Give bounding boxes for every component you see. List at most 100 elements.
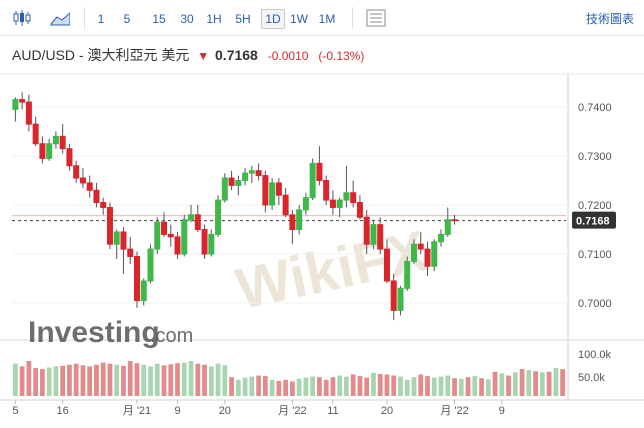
volume-axis-label: 100.0k: [578, 349, 612, 361]
volume-bar: [506, 375, 511, 396]
candle-body: [248, 170, 255, 174]
price-axis-label: 0.7200: [578, 200, 612, 212]
volume-bar: [195, 363, 201, 396]
timeframe-15[interactable]: 15: [152, 12, 166, 26]
candle-body: [377, 224, 384, 250]
time-axis-label: 5: [12, 405, 18, 417]
volume-bar: [344, 376, 349, 396]
candle-body: [370, 224, 377, 245]
volume-bar: [202, 364, 207, 396]
timeframe-1w[interactable]: 1W: [290, 12, 308, 26]
candle-body: [444, 219, 451, 235]
volume-bar: [60, 365, 66, 396]
candle-body: [390, 280, 397, 311]
candlestick-type-icon[interactable]: [12, 9, 32, 27]
candle-body: [356, 202, 363, 218]
timeframe-1[interactable]: 1: [97, 12, 105, 26]
volume-bar: [519, 369, 525, 396]
volume-bar: [357, 376, 363, 396]
volume-bar: [526, 370, 532, 396]
price-change: -0.0010: [267, 49, 309, 63]
volume-bar: [121, 365, 126, 396]
candle-body: [86, 182, 93, 191]
candle-body: [282, 194, 289, 216]
time-axis-label: 20: [381, 405, 393, 417]
volume-bar: [53, 366, 59, 396]
down-arrow-icon: ▼: [197, 49, 210, 63]
candle-body: [262, 175, 269, 206]
price-axis-label: 0.7100: [578, 249, 612, 261]
timeframe-1h[interactable]: 1H: [206, 12, 222, 26]
candle-body: [228, 177, 235, 186]
volume-bar: [154, 363, 160, 396]
timeframe-5h[interactable]: 5H: [235, 12, 251, 26]
chart-toolbar: 1 5 15 30 1H 5H 1D 1W 1M 技術圖表: [0, 0, 644, 36]
volume-bar: [269, 379, 275, 396]
candle-body: [93, 189, 100, 204]
candle-body: [451, 219, 458, 222]
candle-body: [73, 165, 80, 179]
volume-bar: [384, 374, 390, 396]
timeframe-1m[interactable]: 1M: [318, 12, 336, 26]
candle-body: [350, 192, 357, 204]
volume-bar: [377, 373, 383, 396]
volume-bar: [87, 366, 93, 396]
candle-body: [289, 214, 296, 231]
volume-bar: [458, 378, 464, 396]
chart-panel-icon[interactable]: [366, 9, 386, 27]
candle-body: [39, 143, 46, 159]
candle-body: [59, 135, 66, 150]
volume-bar: [303, 377, 309, 396]
candle-body: [424, 248, 431, 267]
timeframe-5[interactable]: 5: [123, 12, 131, 26]
volume-bar: [235, 379, 241, 396]
volume-bar: [19, 366, 25, 396]
volume-bar: [262, 376, 268, 396]
volume-bar: [175, 363, 180, 396]
volume-bar: [391, 375, 397, 396]
candle-body: [133, 255, 140, 302]
price-axis-label: 0.7400: [578, 102, 612, 114]
candle-body: [296, 209, 303, 231]
current-price-tag: [572, 211, 616, 229]
volume-bar: [431, 377, 437, 396]
volume-bar: [80, 365, 86, 396]
time-axis-label: 9: [174, 405, 180, 417]
volume-bar: [310, 376, 316, 396]
quote-header: AUD/USD - 澳大利亞元 美元 ▼ 0.7168 -0.0010 (-0.…: [12, 45, 364, 65]
candle-body: [174, 236, 181, 255]
area-chart-type-icon[interactable]: [50, 9, 70, 27]
candle-body: [194, 214, 201, 231]
volume-bar: [330, 377, 336, 396]
time-axis-label: 16: [57, 405, 69, 417]
candle-body: [208, 233, 215, 255]
candle-body: [147, 248, 154, 282]
candle-body: [275, 182, 282, 196]
volume-bar: [229, 377, 234, 396]
candle-body: [235, 179, 242, 186]
candle-body: [46, 143, 53, 159]
volume-bar: [40, 369, 45, 396]
volume-bar: [181, 362, 187, 396]
time-axis-label: 月 '22: [278, 405, 306, 417]
volume-bar: [411, 377, 417, 396]
price-axis-label: 0.7300: [578, 151, 612, 163]
candle-body: [100, 202, 107, 208]
tech-chart-link[interactable]: 技術圖表: [585, 12, 634, 26]
volume-bar: [465, 377, 471, 396]
candle-body: [323, 179, 330, 201]
candle-body: [79, 177, 86, 184]
candle-body: [404, 260, 411, 289]
price-change-percent: (-0.13%): [318, 49, 365, 63]
timeframe-30[interactable]: 30: [180, 12, 194, 26]
volume-bar: [296, 378, 302, 396]
candle-body: [181, 219, 188, 255]
candle-body: [397, 287, 404, 311]
volume-bar: [337, 375, 343, 396]
timeframe-1d[interactable]: 1D: [261, 9, 285, 29]
volume-bar: [485, 379, 491, 396]
volume-bar: [141, 364, 147, 396]
volume-bar: [371, 372, 376, 396]
candle-body: [25, 101, 32, 125]
